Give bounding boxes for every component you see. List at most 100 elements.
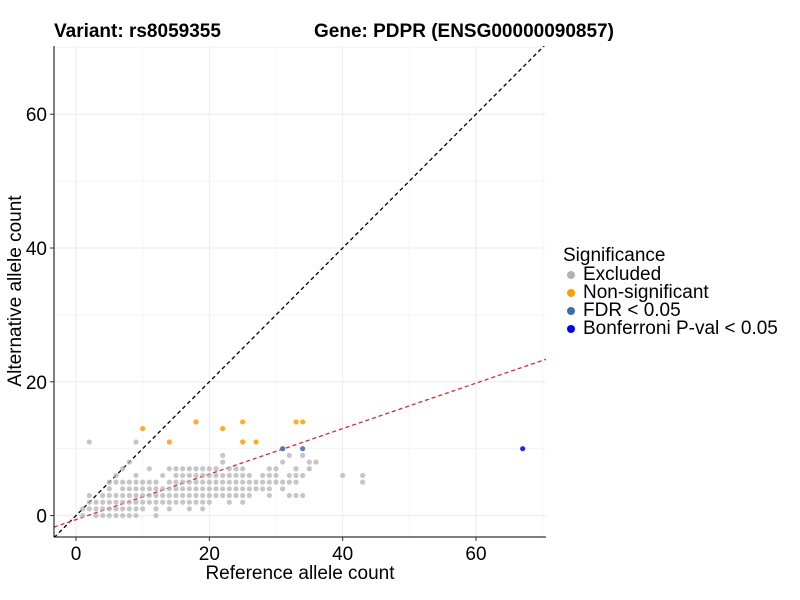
data-point bbox=[220, 452, 226, 458]
data-point bbox=[106, 506, 112, 512]
data-point bbox=[180, 472, 186, 479]
data-point bbox=[193, 499, 199, 505]
data-point bbox=[206, 499, 212, 505]
legend-item-non-significant: Non-significant bbox=[563, 283, 778, 302]
data-point bbox=[153, 512, 159, 519]
data-point bbox=[226, 492, 232, 499]
data-point bbox=[233, 492, 239, 499]
data-point bbox=[120, 486, 126, 492]
data-point bbox=[113, 492, 119, 499]
data-point bbox=[166, 486, 172, 492]
data-point bbox=[340, 472, 346, 479]
data-point bbox=[153, 486, 159, 492]
legend-label: FDR < 0.05 bbox=[583, 300, 681, 321]
data-point bbox=[180, 492, 186, 499]
data-point bbox=[293, 466, 299, 472]
data-point bbox=[266, 486, 272, 492]
data-point bbox=[120, 499, 126, 505]
data-point bbox=[166, 506, 172, 512]
data-point bbox=[106, 492, 112, 499]
data-point bbox=[173, 479, 179, 485]
data-point bbox=[133, 486, 139, 492]
data-point bbox=[240, 499, 246, 505]
data-point bbox=[106, 499, 112, 505]
data-point bbox=[126, 459, 132, 465]
data-point bbox=[173, 492, 179, 499]
x-axis-label: Reference allele count bbox=[205, 563, 395, 584]
data-point bbox=[220, 426, 226, 432]
data-point bbox=[280, 446, 286, 452]
data-point bbox=[286, 479, 292, 485]
data-point bbox=[246, 479, 252, 485]
data-point bbox=[80, 506, 86, 512]
data-point bbox=[233, 486, 239, 492]
chart-title-gene: Gene: PDPR (ENSG00000090857) bbox=[314, 21, 614, 42]
data-points bbox=[80, 419, 526, 519]
data-point bbox=[126, 499, 132, 505]
data-point bbox=[140, 426, 146, 432]
data-point bbox=[200, 472, 206, 479]
data-point bbox=[113, 499, 119, 505]
legend-dot-icon bbox=[567, 325, 575, 333]
data-point bbox=[120, 512, 126, 519]
legend-label: Bonferroni P-val < 0.05 bbox=[583, 318, 778, 339]
legend-item-excluded: Excluded bbox=[563, 264, 778, 285]
data-point bbox=[113, 512, 119, 519]
data-point bbox=[306, 466, 312, 472]
data-point bbox=[233, 479, 239, 485]
data-point bbox=[120, 506, 126, 512]
data-point bbox=[146, 466, 152, 472]
data-point bbox=[160, 492, 166, 499]
data-point bbox=[253, 486, 259, 492]
data-point bbox=[126, 492, 132, 499]
data-point bbox=[126, 512, 132, 519]
data-point bbox=[293, 472, 299, 479]
data-point bbox=[166, 492, 172, 499]
data-point bbox=[220, 479, 226, 485]
data-point bbox=[186, 472, 192, 479]
legend-item-bonferroni: Bonferroni P-val < 0.05 bbox=[563, 318, 778, 339]
data-point bbox=[193, 486, 199, 492]
data-point bbox=[140, 479, 146, 485]
y-tick-label: 40 bbox=[26, 239, 47, 260]
data-point bbox=[220, 492, 226, 499]
data-point bbox=[206, 472, 212, 479]
data-point bbox=[266, 479, 272, 485]
data-point bbox=[106, 512, 112, 519]
legend-dot-icon bbox=[567, 307, 575, 315]
data-point bbox=[226, 466, 232, 472]
y-tick-label: 60 bbox=[26, 105, 47, 126]
data-point bbox=[280, 486, 286, 492]
data-point bbox=[173, 466, 179, 472]
data-point bbox=[200, 479, 206, 485]
data-point bbox=[240, 492, 246, 499]
data-point bbox=[113, 472, 119, 479]
data-point bbox=[186, 499, 192, 505]
legend-title: Significance bbox=[563, 245, 666, 266]
x-tick-label: 0 bbox=[71, 544, 82, 565]
data-point bbox=[186, 466, 192, 472]
data-point bbox=[240, 466, 246, 472]
data-point bbox=[240, 419, 246, 425]
data-point bbox=[173, 472, 179, 479]
data-point bbox=[173, 486, 179, 492]
data-point bbox=[206, 466, 212, 472]
data-point bbox=[273, 472, 279, 479]
legend-label: Excluded bbox=[583, 264, 662, 285]
axes: 0 20 40 60 0 20 40 60 bbox=[26, 46, 546, 565]
data-point bbox=[213, 479, 219, 485]
data-point bbox=[100, 492, 106, 499]
data-point bbox=[200, 506, 206, 512]
data-point bbox=[273, 466, 279, 472]
data-point bbox=[206, 486, 212, 492]
data-point bbox=[93, 506, 99, 512]
data-point bbox=[93, 512, 99, 519]
data-point bbox=[133, 479, 139, 485]
data-point bbox=[213, 492, 219, 499]
data-point bbox=[140, 506, 146, 512]
data-point bbox=[93, 499, 99, 505]
data-point bbox=[86, 506, 92, 512]
data-point bbox=[180, 466, 186, 472]
data-point bbox=[113, 506, 119, 512]
data-point bbox=[300, 492, 306, 499]
